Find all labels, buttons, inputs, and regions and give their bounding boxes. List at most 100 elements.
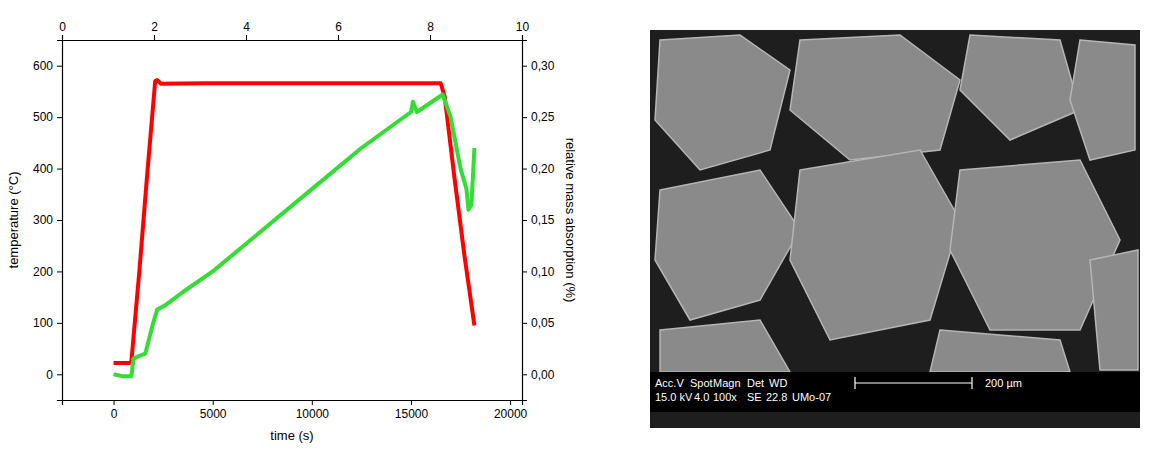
figure: 0500010000150002000002468100100200300400… xyxy=(0,0,1167,455)
info-value: 15.0 kV xyxy=(655,391,693,403)
particle xyxy=(655,35,790,170)
tick-label: 15000 xyxy=(395,407,429,421)
info-header: Acc.V xyxy=(655,377,684,389)
axis-line xyxy=(57,41,63,401)
y-axis: 0 100 200 300 400 500 600 xyxy=(33,41,63,401)
tick-mark xyxy=(411,400,412,405)
tick-label: 0 xyxy=(59,20,66,34)
axis-line xyxy=(63,35,523,41)
tick-label: 0,30 xyxy=(531,59,555,73)
tick-label: 300 xyxy=(33,213,53,227)
info-value: SE xyxy=(747,391,762,403)
tick-mark xyxy=(57,323,62,324)
tick-label: 5000 xyxy=(200,407,227,421)
tick-mark xyxy=(57,374,62,375)
tick: 10 xyxy=(516,20,530,40)
particle xyxy=(930,330,1070,372)
tick: 0 xyxy=(59,20,66,40)
axis-line xyxy=(63,401,523,406)
info-header: Det xyxy=(747,377,764,389)
scale-bar-label: 200 µm xyxy=(985,377,1022,389)
tick: 0,30 xyxy=(522,59,555,73)
info-value: UMo-07 xyxy=(792,391,831,403)
tick: 0,25 xyxy=(522,110,555,124)
tick-mark xyxy=(57,117,62,118)
tick-label: 20000 xyxy=(494,407,528,421)
tick: 4 xyxy=(243,20,250,40)
tick-mark xyxy=(522,271,527,272)
tick-mark xyxy=(57,66,62,67)
tick-label: 4 xyxy=(243,20,250,34)
tick-label: 0,25 xyxy=(531,110,555,124)
particle xyxy=(960,35,1080,140)
tick: 400 xyxy=(33,162,62,176)
tick-label: 100 xyxy=(33,316,53,330)
tick: 200 xyxy=(33,265,62,279)
tick-mark xyxy=(57,271,62,272)
tick-label: 0,05 xyxy=(531,316,555,330)
axis-line xyxy=(523,41,528,401)
tick: 20000 xyxy=(494,400,528,421)
info-bar xyxy=(650,372,1140,412)
info-header: Spot xyxy=(690,377,713,389)
info-value: 100x xyxy=(713,391,737,403)
y2-axis: 0,00 0,05 0,10 0,15 0,20 0,25 0,30 xyxy=(522,41,555,401)
x-axis: 0 5000 10000 15000 20000 xyxy=(63,400,528,421)
particle xyxy=(1090,250,1138,370)
x2-axis: 0 2 4 6 8 10 xyxy=(59,20,529,41)
info-value: 22.8 xyxy=(766,391,787,403)
tick-mark xyxy=(57,169,62,170)
tick-mark xyxy=(312,400,313,405)
tick-label: 8 xyxy=(427,20,434,34)
tick-label: 200 xyxy=(33,265,53,279)
tick: 10000 xyxy=(296,400,330,421)
tick-mark xyxy=(246,35,247,40)
tick-mark xyxy=(522,220,527,221)
tick: 2 xyxy=(151,20,158,40)
tick: 600 xyxy=(33,59,62,73)
tick-mark xyxy=(510,400,511,405)
y2-axis-title: relative mass absorption (%) xyxy=(563,138,578,303)
tick-label: 0 xyxy=(46,368,53,382)
tick-mark xyxy=(522,66,527,67)
series-line xyxy=(114,80,475,363)
tick: 6 xyxy=(335,20,342,40)
tick: 500 xyxy=(33,110,62,124)
info-header: WD xyxy=(769,377,787,389)
tick-label: 0,00 xyxy=(531,368,555,382)
series-line xyxy=(114,95,475,377)
tick-mark xyxy=(57,220,62,221)
tick-label: 0 xyxy=(111,407,118,421)
tick-mark xyxy=(154,35,155,40)
tick: 0,15 xyxy=(522,213,555,227)
tick-mark xyxy=(430,35,431,40)
scale-bar xyxy=(855,377,972,389)
tick: 5000 xyxy=(200,400,227,421)
micrograph-background xyxy=(650,30,1140,428)
tick-mark xyxy=(522,374,527,375)
tick: 8 xyxy=(427,20,434,40)
tick-label: 400 xyxy=(33,162,53,176)
tick-mark xyxy=(522,169,527,170)
tick-mark xyxy=(62,35,63,40)
tick: 0 xyxy=(111,400,118,421)
tick-label: 2 xyxy=(151,20,158,34)
particle xyxy=(790,35,960,160)
tick-label: 10 xyxy=(516,20,530,34)
tick: 0,20 xyxy=(522,162,555,176)
plot-area xyxy=(114,80,475,376)
tick: 0,05 xyxy=(522,316,555,330)
tick: 100 xyxy=(33,316,62,330)
tick-label: 500 xyxy=(33,110,53,124)
info-value: 4.0 xyxy=(694,391,709,403)
tick: 0,10 xyxy=(522,265,555,279)
tick-mark xyxy=(338,35,339,40)
tick: 0 xyxy=(46,368,62,382)
particle xyxy=(660,320,790,372)
tick: 0,00 xyxy=(522,368,555,382)
particle xyxy=(655,170,800,320)
tick-label: 0,20 xyxy=(531,162,555,176)
tick-mark xyxy=(522,323,527,324)
tick-label: 0,10 xyxy=(531,265,555,279)
y-axis-title: temperature (°C) xyxy=(6,172,21,269)
